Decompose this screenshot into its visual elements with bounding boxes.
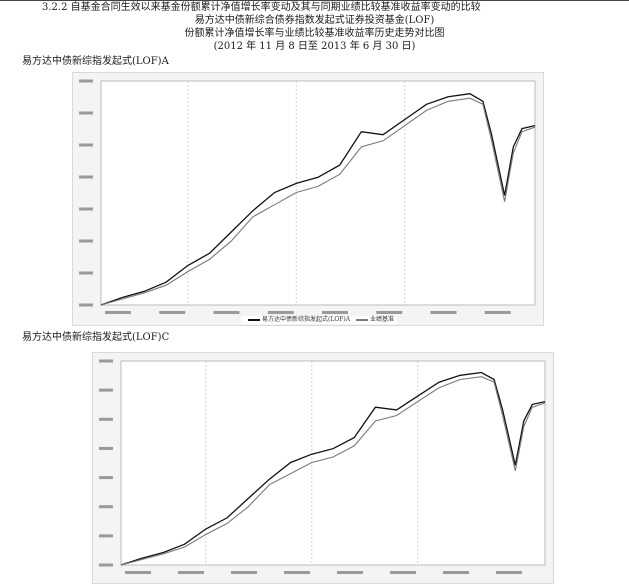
- chart-a-y-tick-0: [79, 303, 93, 307]
- chart-c-y-tick-1: [99, 534, 113, 538]
- chart-c-y-tick-0: [99, 563, 113, 567]
- chart-c-y-tick-6: [99, 388, 113, 392]
- period: (2012 年 11 月 8 日至 2013 年 6 月 30 日): [213, 41, 416, 52]
- chart-c-x-tick-6: [443, 571, 469, 574]
- chart-c-x-tick-5: [390, 571, 416, 574]
- chart-a-x-tick-3: [267, 311, 294, 314]
- chart-c-y-tick-5: [99, 417, 113, 421]
- legend-swatch-fund: [248, 318, 260, 321]
- chart-a-y-tick-7: [79, 79, 93, 83]
- chart-a-y-tick-1: [79, 271, 93, 275]
- legend-swatch-benchmark: [356, 318, 369, 321]
- chart-c-y-tick-3: [99, 476, 113, 480]
- chart-c-series-fund: [120, 371, 546, 566]
- chart-a: 易方达中债新综指发起式(LOF)A 业绩基准: [72, 72, 544, 326]
- chart-a-plot-area: [100, 80, 536, 306]
- chart-c: [92, 352, 554, 584]
- chart-c-x-tick-7: [496, 571, 522, 574]
- chart-c-y-tick-7: [99, 359, 113, 363]
- chart-a-y-tick-4: [79, 175, 93, 179]
- chart-a-y-tick-6: [79, 111, 93, 115]
- chart-a-legend: 易方达中债新综指发起式(LOF)A 业绩基准: [241, 316, 398, 324]
- chart-a-y-tick-2: [79, 239, 93, 243]
- chart-a-series-fund: [100, 93, 536, 306]
- chart-c-x-tick-2: [231, 571, 257, 574]
- chart-c-label: 易方达中债新综指发起式(LOF)C: [22, 332, 170, 343]
- chart-c-y-tick-4: [99, 446, 113, 450]
- top-rule: [0, 0, 629, 1]
- chart-a-x-tick-4: [322, 311, 348, 314]
- chart-a-y-tick-5: [79, 143, 93, 147]
- chart-a-y-tick-3: [79, 207, 93, 211]
- legend-label-fund: 易方达中债新综指发起式(LOF)A: [262, 316, 351, 323]
- chart-c-x-tick-3: [284, 571, 310, 574]
- chart-c-plot-area: [120, 360, 546, 566]
- chart-a-x-tick-7: [484, 311, 511, 314]
- chart-c-y-tick-2: [99, 505, 113, 509]
- chart-a-series-benchmark: [100, 97, 536, 306]
- legend-label-benchmark: 业绩基准: [370, 316, 395, 323]
- chart-c-x-tick-4: [337, 571, 363, 574]
- chart-c-svg: [99, 359, 546, 574]
- chart-a-x-tick-2: [213, 311, 240, 314]
- chart-c-x-tick-0: [125, 571, 151, 574]
- figure-title: 份额累计净值增长率与业绩比较基准收益率历史走势对比图: [184, 28, 445, 39]
- chart-a-x-tick-0: [105, 311, 131, 314]
- chart-c-series-benchmark: [120, 376, 546, 566]
- chart-a-x-tick-6: [430, 311, 457, 314]
- chart-a-label: 易方达中债新综指发起式(LOF)A: [22, 56, 169, 67]
- chart-a-svg: [79, 79, 536, 314]
- chart-a-x-tick-1: [159, 311, 186, 314]
- chart-c-x-tick-1: [178, 571, 204, 574]
- fund-name: 易方达中债新综合债券指数发起式证券投资基金(LOF): [194, 15, 435, 26]
- section-title: 3.2.2 自基金合同生效以来基金份额累计净值增长率变动及其与同期业绩比较基准收…: [42, 2, 481, 13]
- chart-a-x-tick-5: [376, 311, 403, 314]
